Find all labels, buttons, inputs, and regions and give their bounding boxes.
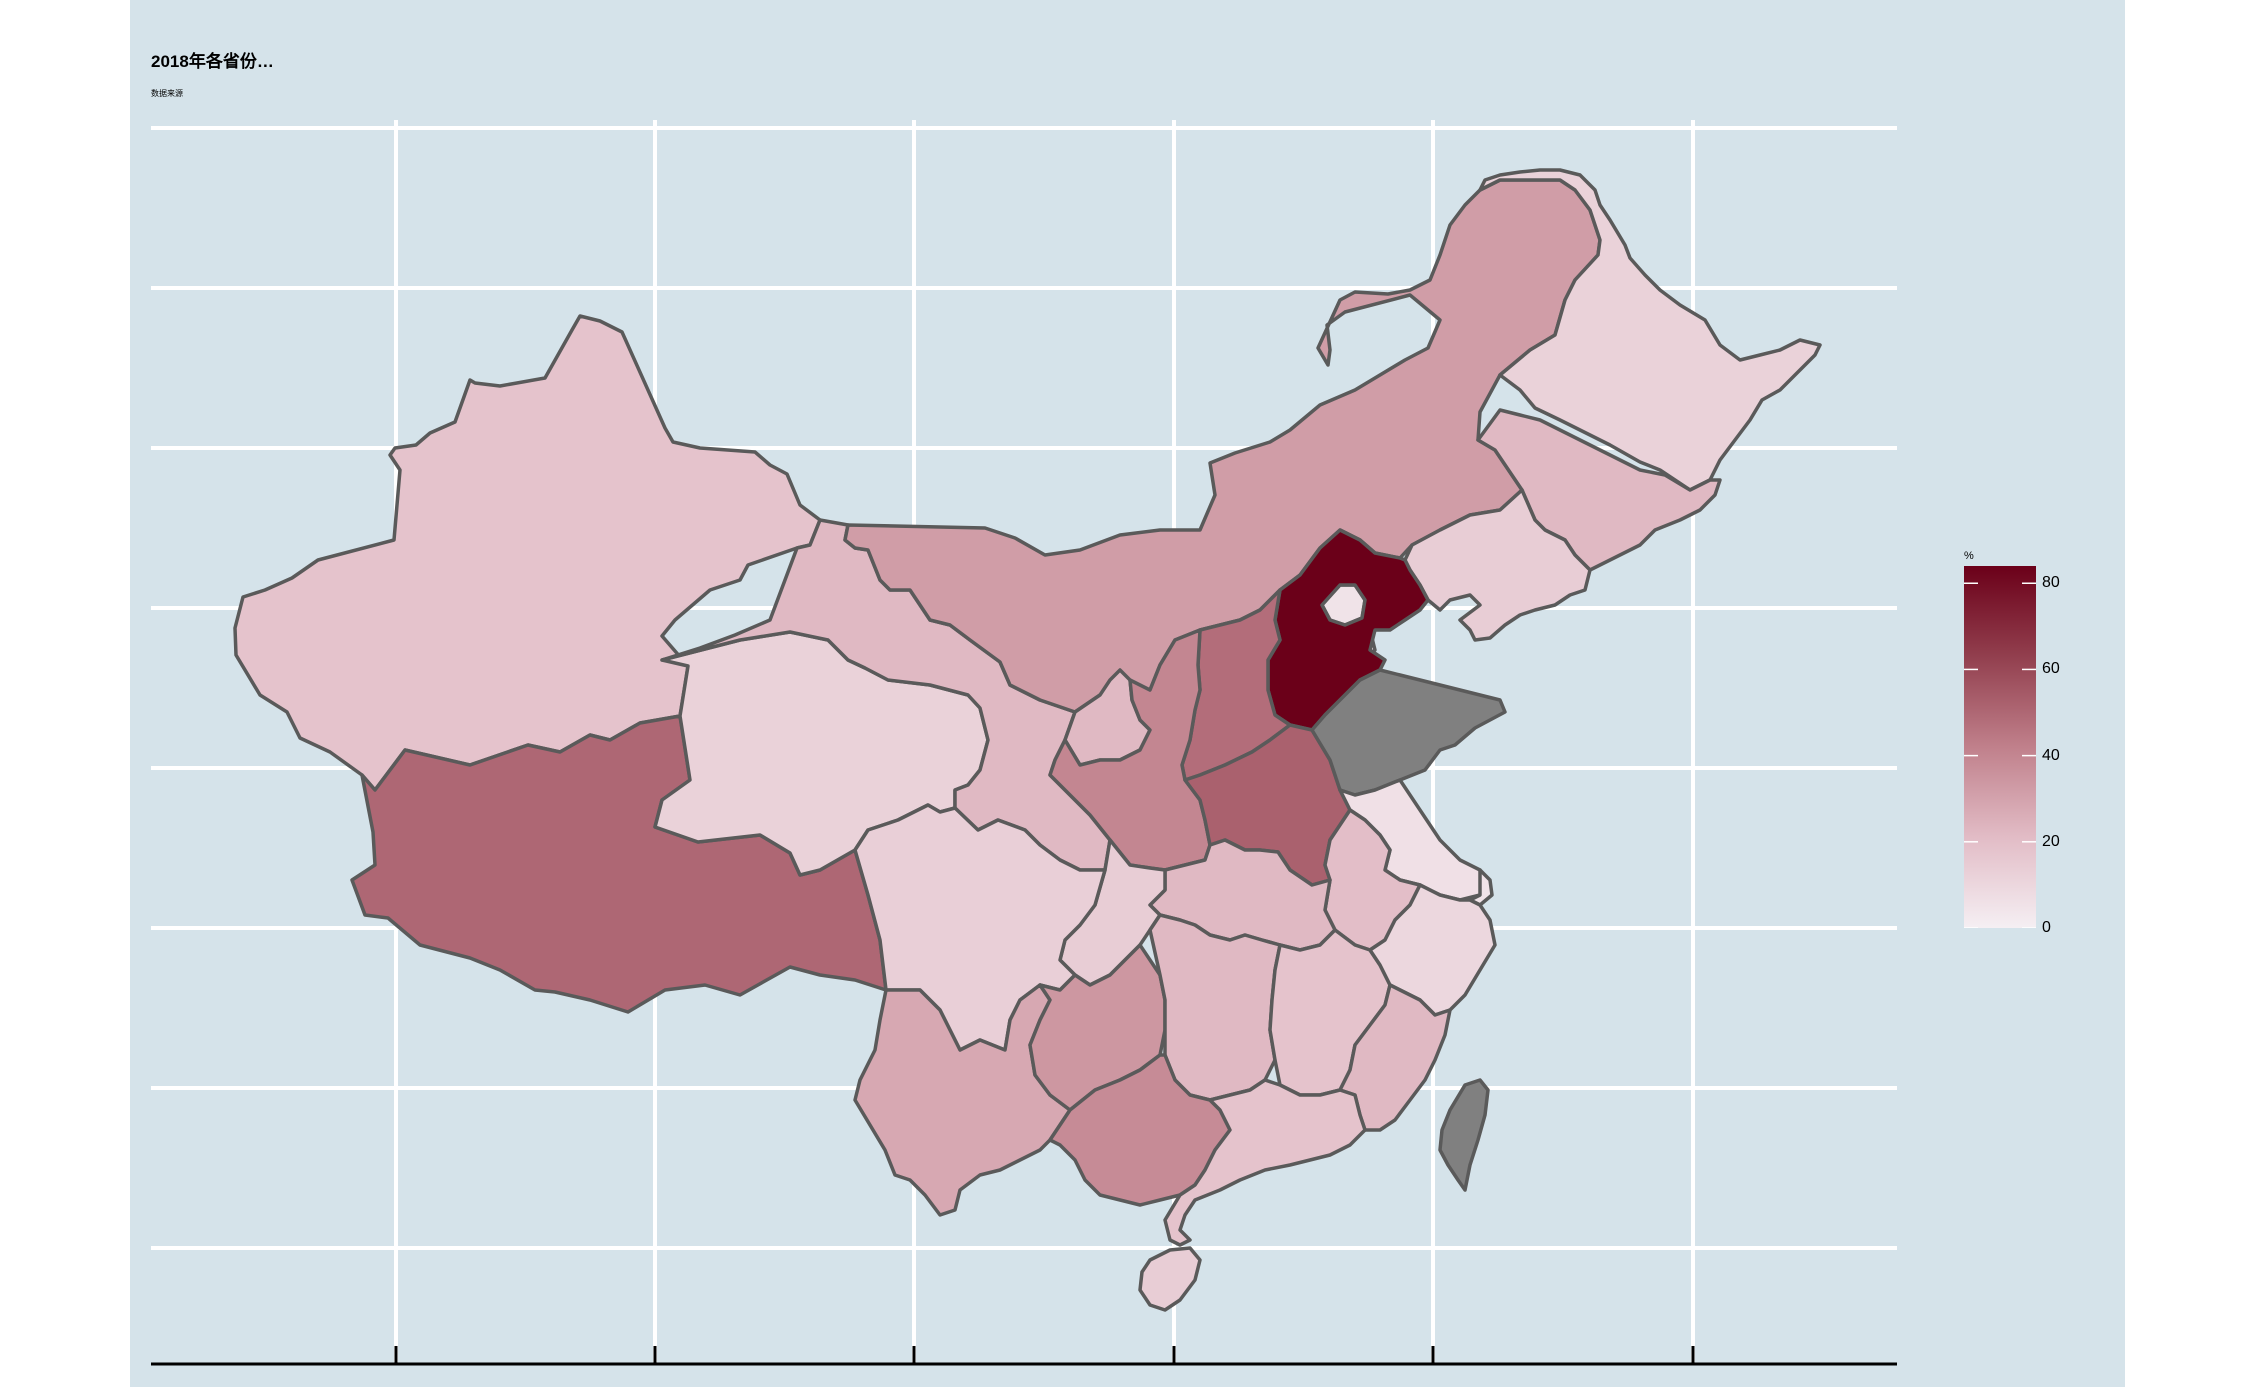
legend-tick-label: 40 [2042, 746, 2060, 764]
hainan-region[interactable] [1138, 1246, 1202, 1312]
legend-tick-label: 80 [2042, 574, 2060, 592]
map-title: 2018年各省份… [151, 52, 274, 71]
legend-gradient [1964, 566, 2036, 928]
legend-tick-label: 0 [2042, 919, 2051, 936]
legend-tick-label: 60 [2042, 660, 2060, 678]
heilongjiang-region[interactable] [1478, 168, 1822, 492]
liaoning-region[interactable] [1403, 488, 1592, 642]
x-axis [151, 1346, 1897, 1366]
guizhou-region[interactable] [1028, 943, 1167, 1112]
map-subtitle: 数据来源 [151, 89, 183, 98]
legend-tick-label: 20 [2042, 832, 2060, 850]
guangdong-region[interactable] [1163, 1078, 1367, 1247]
taiwan-region[interactable] [1438, 1078, 1490, 1192]
legend-title: % [1964, 550, 1974, 562]
legend-colorbar [1964, 566, 2036, 928]
